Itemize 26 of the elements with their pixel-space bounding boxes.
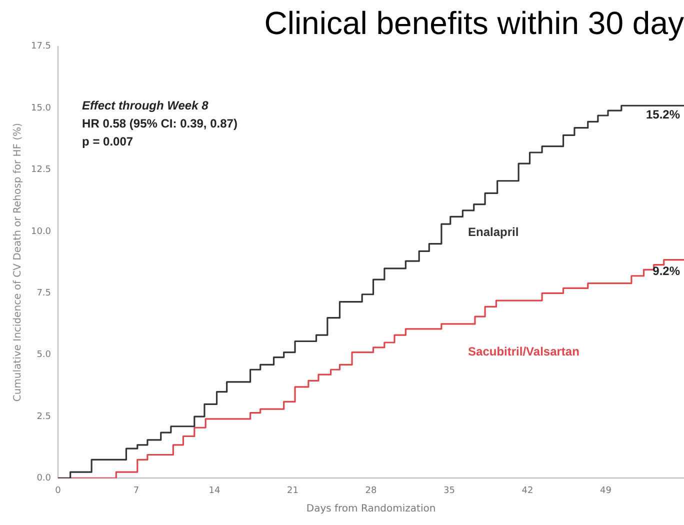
x-tick-label: 7 [133,486,140,496]
x-tick-label: 14 [208,486,221,496]
y-tick-label: 17.5 [30,42,52,52]
series-label: Sacubitril/Valsartan [468,344,580,358]
chart-title: Clinical benefits within 30 day [264,5,684,42]
y-tick-label: 2.5 [36,412,52,422]
y-tick-label: 0.0 [36,474,52,484]
y-tick-label: 12.5 [30,165,52,176]
annotation: 15.2% [646,107,680,122]
y-tick-label: 5.0 [36,350,52,360]
x-tick-label: 49 [600,486,612,496]
x-axis-title: Days from Randomization [306,504,436,515]
x-tick-label: 42 [522,486,534,496]
x-tick-label: 0 [55,486,62,496]
annotation: p = 0.007 [82,134,134,149]
y-axis-title: Cumulative Incidence of CV Death or Rehosp for HF (%) [12,122,24,402]
y-tick-label: 15.0 [30,103,52,114]
x-tick-label: 35 [444,486,455,496]
x-tick-label: 21 [287,486,298,496]
y-tick-label: 10.0 [30,226,52,237]
series-label: Enalapril [468,224,519,239]
y-tick-label: 7.5 [36,288,52,298]
annotation: 9.2% [652,264,680,278]
annotation: HR 0.58 (95% CI: 0.39, 0.87) [82,116,238,131]
annotation: Effect through Week 8 [82,98,209,113]
x-tick-label: 28 [365,486,378,496]
